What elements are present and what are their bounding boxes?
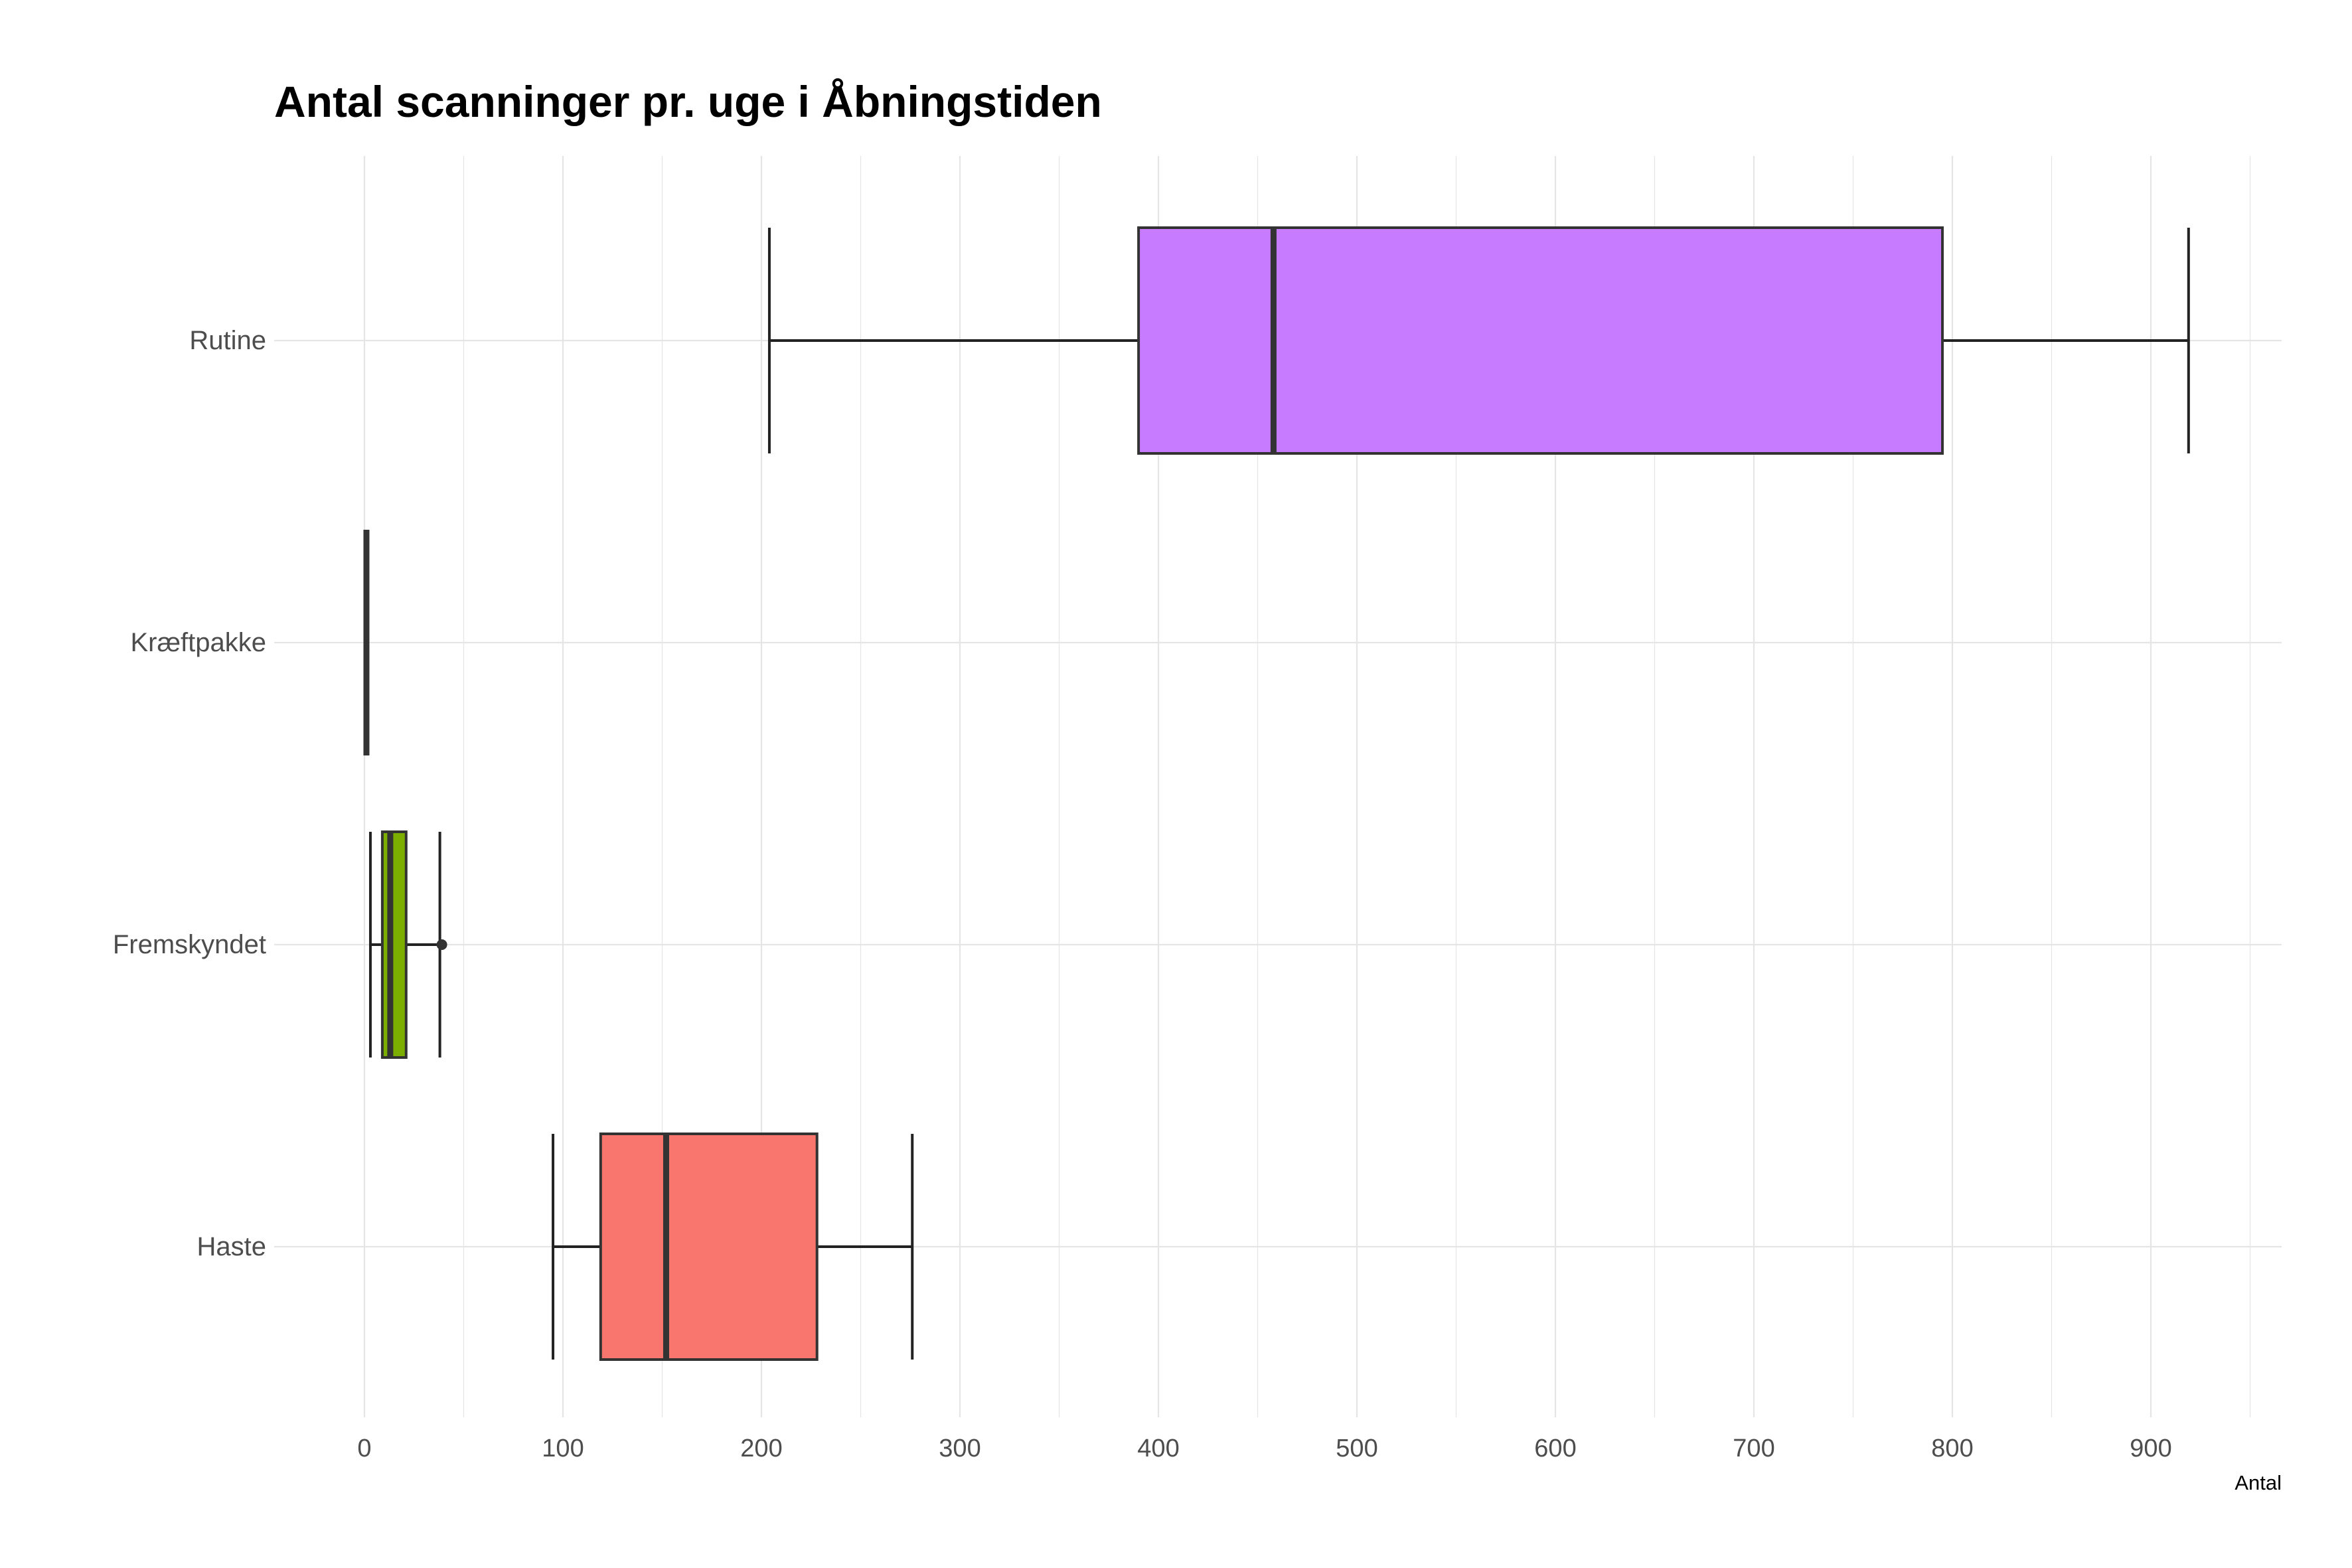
x-tick-label: 300 [939,1435,980,1462]
x-tick-label: 900 [2130,1435,2171,1462]
x-axis-title: Antal [2234,1471,2282,1494]
x-tick-label: 800 [1931,1435,1973,1462]
boxplots [363,226,2190,1361]
box [599,1133,819,1361]
x-tick-label: 700 [1733,1435,1774,1462]
chart-title: Antal scanninger pr. uge i Åbningstiden [274,77,1102,126]
outlier-point [436,939,447,950]
y-category-label: Haste [197,1232,267,1261]
x-tick-label: 400 [1137,1435,1179,1462]
y-category-label: Kræftpakke [130,628,266,657]
axis-labels: 0 100 200 300 400 500 600 700 800 900 Rutine Kræftp… [113,326,2172,1462]
boxplot-rutine [767,226,2190,455]
box [380,830,408,1059]
x-tick-label: 0 [357,1435,371,1462]
boxplot-fremskyndet [368,830,447,1059]
boxplot-haste [552,1133,914,1361]
x-tick-label: 100 [542,1435,584,1462]
x-tick-label: 600 [1534,1435,1576,1462]
box [1137,226,1944,455]
y-category-label: Fremskyndet [113,930,266,959]
x-tick-label: 500 [1336,1435,1377,1462]
x-tick-label: 200 [740,1435,782,1462]
y-category-label: Rutine [189,326,266,355]
